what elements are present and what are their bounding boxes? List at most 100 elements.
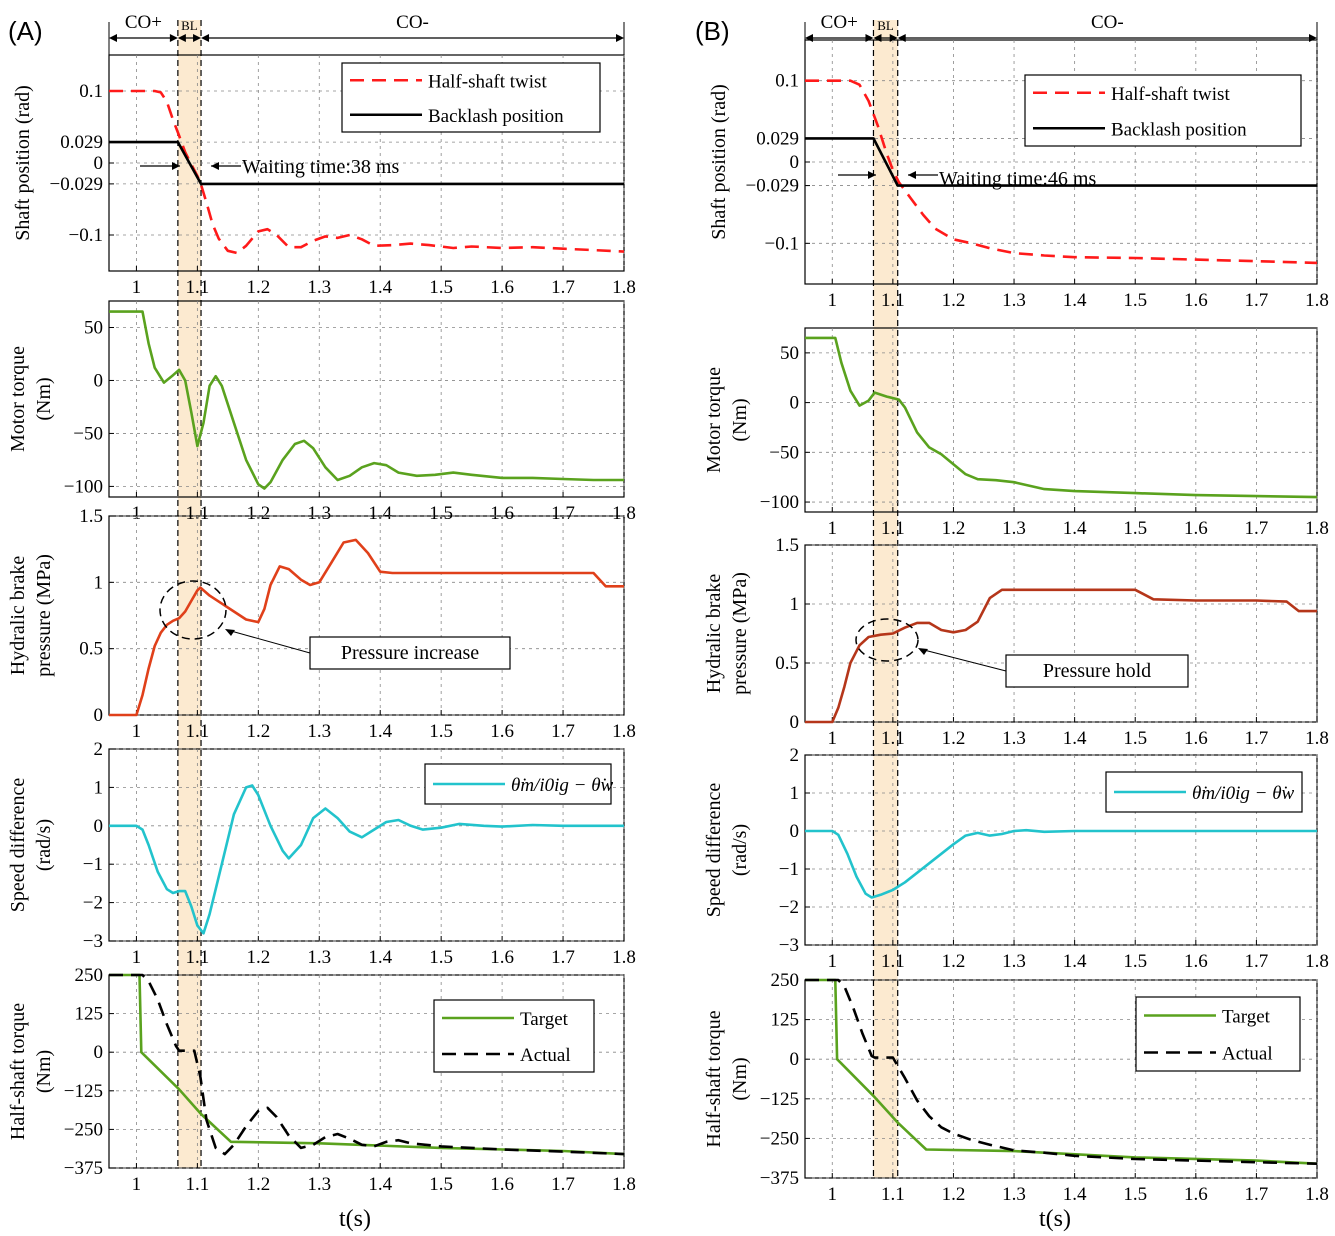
x-tick-label: 1.6: [1184, 290, 1208, 311]
y-tick-label: 0: [790, 152, 800, 173]
legend: Target Actual: [1135, 996, 1301, 1072]
series-line-m-i0ig-w: [109, 784, 624, 935]
phase-arrowhead-right-2: [1309, 34, 1317, 42]
y-tick-label: −125: [64, 1081, 103, 1102]
x-tick-label: 1: [828, 951, 838, 972]
y-tick-label: 125: [771, 1010, 800, 1031]
subplot-4: 1 1.1 1.2 1.3 1.4 1.5 1.6 1.7 1.8 2 1 0 −1 −2 −3 Speed …: [7, 739, 636, 968]
legend-box: [341, 62, 601, 133]
legend-label: θ̇m/i0ig − θ̇w: [1192, 783, 1295, 804]
series-line-half-shaft-twist: [109, 89, 625, 255]
y-tick-label: −100: [64, 476, 103, 497]
x-tick-label: 1.3: [1002, 951, 1026, 972]
y-tick-label: 1.5: [79, 506, 103, 527]
x-tick-label: 1.5: [1123, 951, 1147, 972]
y-tick-label: −2: [83, 893, 103, 914]
phase-label: CO-: [1091, 12, 1124, 33]
x-tick-label: 1.7: [551, 503, 575, 524]
y-tick-label: 1.5: [775, 535, 799, 556]
backlash-band: [177, 20, 202, 1168]
series-line-motor-torque: [805, 336, 1318, 499]
legend: Half-shaft twist Backlash position: [341, 62, 601, 133]
legend-label: Half-shaft twist: [428, 71, 547, 92]
x-tick-label: 1.4: [1063, 1184, 1087, 1205]
y-tick-label: −125: [760, 1089, 799, 1110]
x-tick-label: 1.8: [1305, 1184, 1329, 1205]
y-axis-label: Motor torque: [703, 367, 725, 473]
subplot-5: 1 1.1 1.2 1.3 1.4 1.5 1.6 1.7 1.8 250 125 0 −125 −250…: [7, 965, 636, 1195]
legend-label: Target: [1222, 1007, 1271, 1028]
x-tick-label: 1.1: [881, 518, 905, 539]
x-tick-label: 1.2: [942, 1184, 966, 1205]
annotation: Waiting time:46 ms: [838, 168, 1096, 190]
waiting-arrowhead-left: [172, 162, 180, 170]
x-tick-label: 1.7: [1245, 290, 1269, 311]
x-tick-label: 1.6: [490, 1174, 514, 1195]
y-tick-label: −0.029: [746, 176, 799, 197]
y-tick-label: 250: [75, 965, 104, 986]
waiting-arrowhead-right: [908, 171, 916, 179]
waiting-arrowhead-right: [211, 162, 219, 170]
legend: θ̇m/i0ig − θ̇w: [424, 763, 614, 805]
x-tick-label: 1.7: [551, 721, 575, 742]
x-tick-label: 1.8: [612, 1174, 636, 1195]
x-tick-label: 1.4: [368, 503, 392, 524]
legend-label: θ̇m/i0ig − θ̇w: [511, 775, 614, 796]
x-tick-label: 1.5: [429, 503, 453, 524]
series-line-backlash-position: [805, 137, 1317, 187]
legend: Target Actual: [433, 999, 595, 1073]
legend-label: Half-shaft twist: [1111, 84, 1230, 105]
x-tick-label: 1.1: [881, 728, 905, 749]
series-line-target: [805, 978, 1318, 1165]
subplot-5: 1 1.1 1.2 1.3 1.4 1.5 1.6 1.7 1.8 250 125 0 −125 −250…: [703, 970, 1329, 1205]
series-line-hydraulic-brake-pressure: [109, 538, 624, 717]
annotation: Waiting time:38 ms: [140, 156, 399, 178]
x-tick-label: 1.2: [942, 518, 966, 539]
annotation-arrowhead: [225, 629, 235, 636]
x-tick-label: 1.4: [368, 277, 392, 298]
x-tick-label: 1.6: [490, 721, 514, 742]
x-tick-label: 1.1: [185, 721, 209, 742]
x-tick-label: 1: [828, 1184, 838, 1205]
x-tick-label: 1.7: [1245, 518, 1269, 539]
panel-label: (A): [8, 16, 43, 46]
x-tick-label: 1.7: [551, 947, 575, 968]
subplot-2: 1 1.1 1.2 1.3 1.4 1.5 1.6 1.7 1.8 50 0 −50 −100 Motor…: [7, 300, 636, 524]
phase-label: CO+: [821, 12, 858, 33]
y-tick-label: −1: [779, 859, 799, 880]
legend-label: Actual: [520, 1045, 571, 1066]
y-tick-label: 0: [790, 393, 800, 414]
annotation-leader: [230, 630, 311, 654]
phase-arrowhead-left-0: [805, 34, 813, 42]
y-tick-label: 1: [790, 594, 800, 615]
y-axis-label: (Nm): [33, 377, 55, 420]
x-tick-label: 1.5: [1123, 728, 1147, 749]
x-tick-label: 1.4: [368, 1174, 392, 1195]
x-tick-label: 1: [828, 290, 838, 311]
x-tick-label: 1: [828, 728, 838, 749]
x-tick-label: 1.1: [881, 1184, 905, 1205]
series-line-half-shaft-twist: [805, 79, 1318, 265]
series-line-actual: [109, 973, 625, 1156]
phase-arrowhead-right-0: [865, 34, 874, 42]
x-tick-label: 1.1: [185, 277, 209, 298]
x-tick-label: 1.3: [1002, 728, 1026, 749]
y-tick-label: −0.1: [69, 225, 103, 246]
y-tick-label: 0: [94, 1042, 104, 1063]
x-tick-label: 1.8: [1305, 951, 1329, 972]
phase-arrowhead-right-0: [169, 34, 178, 42]
y-tick-label: −0.029: [50, 174, 103, 195]
series-line-target: [109, 973, 625, 1156]
y-axis-label: Half-shaft torque: [7, 1003, 29, 1140]
y-tick-label: −50: [73, 423, 103, 444]
phase-label: BL: [181, 18, 198, 33]
axes-box: [108, 974, 625, 1169]
x-tick-label: 1.3: [307, 277, 331, 298]
panel-b: (B) CO+ BL CO- 1 1.1 1.2 1.3 1.4 1.5 1.6 1.7 1.8 0.1 0…: [695, 12, 1329, 1232]
subplot-3: 1 1.1 1.2 1.3 1.4 1.5 1.6 1.7 1.8 1.5 1 0.5 0 Hydrali…: [7, 506, 636, 742]
y-tick-label: −250: [64, 1119, 103, 1140]
backlash-band: [873, 20, 898, 1178]
x-tick-label: 1.3: [1002, 290, 1026, 311]
x-tick-label: 1.5: [1123, 1184, 1147, 1205]
x-tick-label: 1.8: [612, 277, 636, 298]
